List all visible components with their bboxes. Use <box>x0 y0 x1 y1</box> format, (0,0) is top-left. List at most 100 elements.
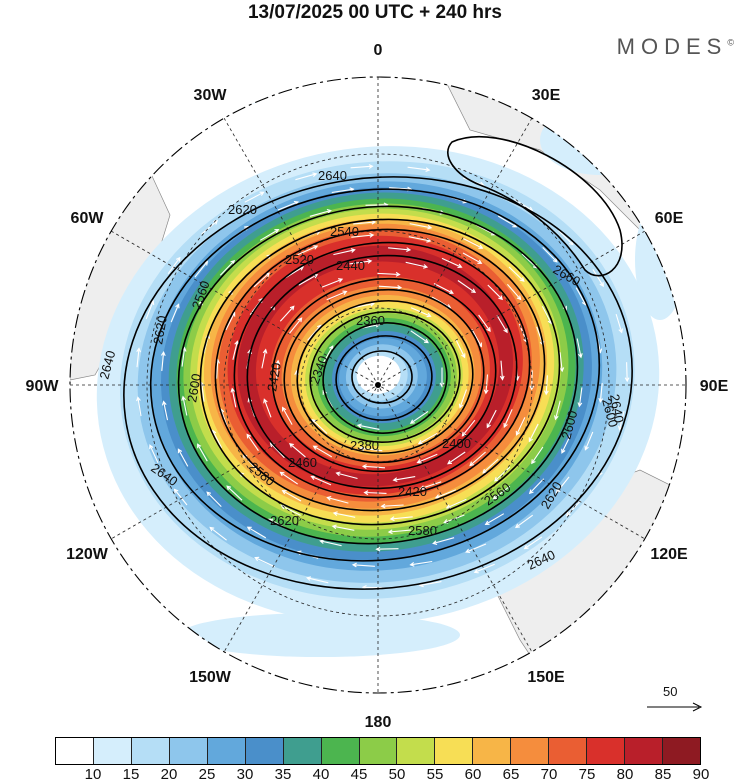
contour-label: 2420 <box>264 361 284 392</box>
wind-arrow <box>473 563 495 574</box>
contour-label: 2600 <box>558 409 580 441</box>
wind-arrow <box>295 172 318 181</box>
wind-arrow <box>388 247 412 253</box>
colorbar-tick-label: 35 <box>274 766 292 783</box>
colorbar-bin <box>511 738 550 764</box>
contour-2360 <box>335 335 433 421</box>
wind-arrow <box>457 280 477 294</box>
wind-arrow <box>244 191 265 203</box>
colorbar-tick-label: 50 <box>388 766 406 783</box>
wind-arrow <box>282 406 293 425</box>
wind-arrow <box>254 556 275 568</box>
longitude-label: 120W <box>66 546 109 563</box>
wind-arrow <box>417 432 438 445</box>
colorbar-tick-label: 40 <box>312 766 330 783</box>
colorbar-tick-label: 30 <box>236 766 254 783</box>
wind-arrow <box>275 359 281 380</box>
map-boundary <box>69 76 687 694</box>
wind-arrow <box>310 475 332 486</box>
contour-label: 2600 <box>599 397 621 429</box>
wind-arrow <box>288 317 303 335</box>
wind-arrow <box>351 232 375 238</box>
longitude-label: 120E <box>650 546 688 563</box>
colorbar-tick-label: 70 <box>540 766 558 783</box>
contour-2580 <box>199 218 561 526</box>
wind-arrow <box>577 387 583 408</box>
contour-2540 <box>233 241 531 499</box>
wind-arrow <box>326 290 348 301</box>
colorbar-tick-label: 75 <box>578 766 596 783</box>
wind-speed-colorbar <box>55 737 701 765</box>
contour-2380 <box>322 322 448 434</box>
colorbar-tick-label: 10 <box>84 766 102 783</box>
contour-2620 <box>149 188 601 562</box>
contour-2440 <box>283 288 485 464</box>
contour-label: 2600 <box>184 372 204 403</box>
contour-label: 2360 <box>356 313 385 328</box>
colorbar-bin <box>283 738 322 764</box>
reference-vector-arrow <box>647 702 703 712</box>
wind-arrow <box>219 259 236 276</box>
wind-arrow <box>160 350 166 371</box>
wind-arrow <box>281 490 302 502</box>
wind-arrow <box>387 529 411 535</box>
wind-arrow <box>363 490 387 496</box>
contour-label: 2460 <box>288 455 317 470</box>
wind-arrow <box>506 283 522 301</box>
wind-arrow <box>615 313 624 334</box>
contour-2520 <box>246 254 518 490</box>
colorbar-bin <box>245 738 284 764</box>
colorbar-bin <box>169 738 208 764</box>
wind-arrow <box>259 229 280 241</box>
colorbar-bin <box>397 738 436 764</box>
wind-arrow <box>279 305 295 322</box>
wind-arrow <box>297 245 319 256</box>
wind-arrow <box>496 315 508 334</box>
longitude-label: 150W <box>189 669 232 686</box>
wind-arrow <box>305 576 329 584</box>
wind-arrow <box>624 362 630 383</box>
contour-label: 2640 <box>607 393 627 424</box>
contour-2340 <box>351 350 413 404</box>
colorbar-bin <box>131 738 170 764</box>
contour-label: 2380 <box>350 438 379 453</box>
wind-arrow <box>321 278 344 288</box>
wind-arrow <box>246 433 259 452</box>
brand-text: MODES <box>616 34 728 59</box>
longitude-label: 150E <box>527 669 565 686</box>
longitude-label: 60E <box>655 210 684 227</box>
colorbar-tick-label: 15 <box>122 766 140 783</box>
wind-arrow <box>407 166 431 173</box>
wind-arrow <box>508 266 525 282</box>
colorbar-tick-label: 20 <box>160 766 178 783</box>
longitude-label: 0 <box>374 42 383 59</box>
wind-arrow <box>433 283 454 294</box>
wind-arrow <box>246 526 267 539</box>
wind-arrow <box>149 444 159 464</box>
wind-arrow <box>492 485 511 500</box>
wind-arrow <box>410 330 429 344</box>
colorbar-tick-label: 65 <box>502 766 520 783</box>
colorbar-tick-label: 85 <box>654 766 672 783</box>
colorbar-bin <box>473 738 512 764</box>
wind-arrow <box>359 446 383 452</box>
colorbar-bin <box>549 738 588 764</box>
wind-arrow <box>167 256 181 275</box>
contour-label: 2640 <box>318 168 347 183</box>
contour-label: 2640 <box>96 349 118 381</box>
wind-arrow <box>136 347 142 368</box>
wind-arrow <box>441 257 463 269</box>
wind-arrow <box>409 223 433 230</box>
wind-arrow <box>458 389 468 409</box>
wind-arrow <box>375 546 399 552</box>
wind-arrow <box>434 489 457 499</box>
colorbar-bin <box>435 738 474 764</box>
wind-arrow <box>559 352 565 373</box>
wind-arrow <box>206 491 222 507</box>
wind-arrow <box>409 410 429 424</box>
wind-arrow <box>469 451 486 467</box>
colorbar-bin <box>359 738 398 764</box>
wind-arrow <box>465 543 487 554</box>
wind-arrow <box>584 431 594 451</box>
colorbar-tick-label: 45 <box>350 766 368 783</box>
